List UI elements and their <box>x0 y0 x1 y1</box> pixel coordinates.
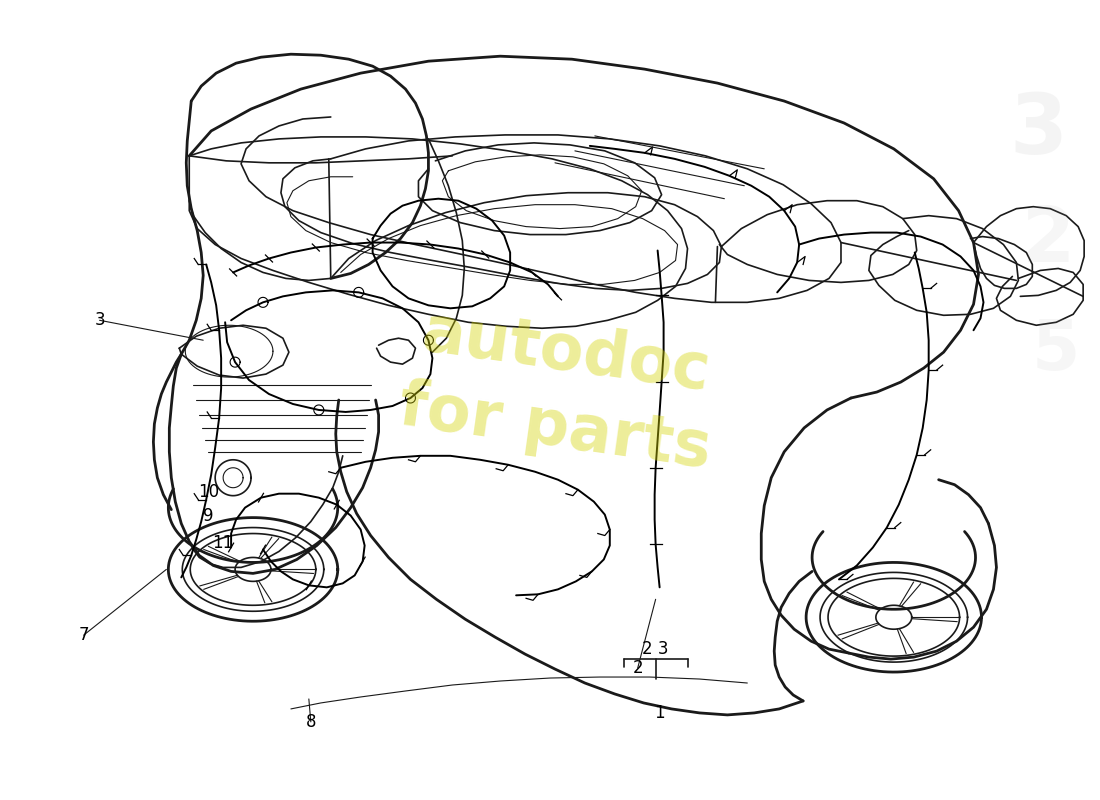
Text: 7: 7 <box>78 626 89 644</box>
Text: 2: 2 <box>632 659 644 677</box>
Text: 10: 10 <box>198 482 219 501</box>
Text: 2 3: 2 3 <box>642 640 669 658</box>
Text: autodoc
for parts: autodoc for parts <box>395 299 725 481</box>
Text: 1: 1 <box>654 704 664 722</box>
Text: 2: 2 <box>1022 203 1075 278</box>
Text: 3: 3 <box>95 311 104 330</box>
Text: 8: 8 <box>306 713 316 731</box>
Text: 3: 3 <box>1010 90 1067 171</box>
Text: 9: 9 <box>202 506 213 525</box>
Text: 5: 5 <box>1032 317 1080 384</box>
Text: 11: 11 <box>212 534 234 551</box>
